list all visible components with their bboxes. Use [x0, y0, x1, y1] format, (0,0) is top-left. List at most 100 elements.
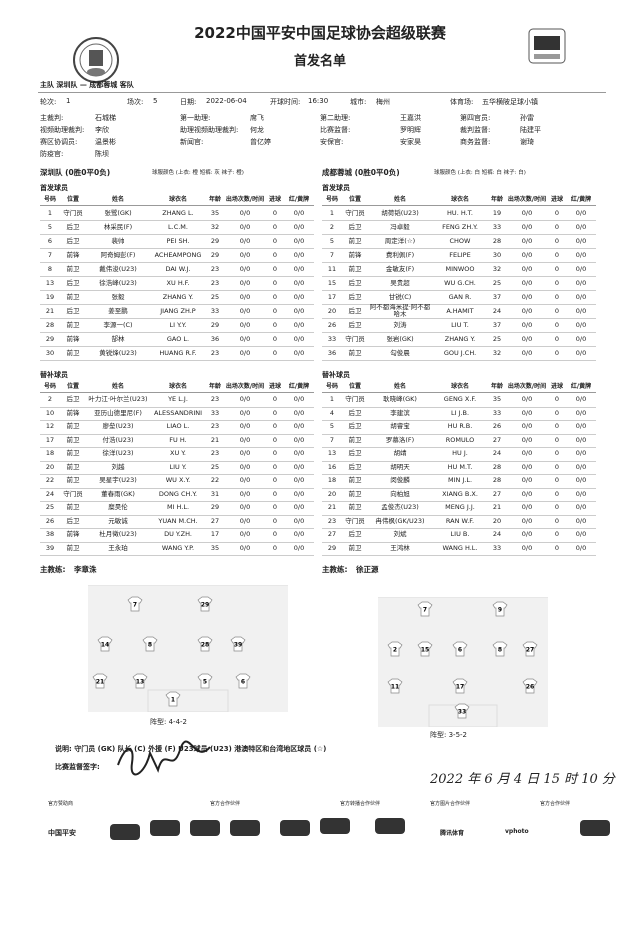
table-cell: 0/0: [575, 348, 587, 357]
table-cell: 后卫: [348, 449, 362, 458]
table-cell: 33: [210, 408, 220, 417]
table-cell: 1: [329, 208, 335, 217]
column-header: 位置: [66, 196, 79, 203]
table-cell: 0/0: [293, 208, 305, 217]
table-cell: 13: [45, 278, 55, 287]
sponsor-label: 官方赞助商: [48, 801, 74, 807]
table-cell: 0/0: [521, 222, 533, 231]
table-cell: 后卫: [66, 278, 80, 287]
table-cell: 27: [492, 489, 502, 498]
table-cell: ZHANG L.: [162, 208, 194, 217]
sponsor-logo: [110, 824, 140, 840]
row-rule: [322, 304, 596, 305]
row-rule: [40, 420, 314, 421]
table-cell: 0: [272, 320, 278, 329]
table-cell: JIANG ZH.P: [160, 306, 196, 315]
table-cell: 徐洋(U23): [102, 449, 134, 458]
table-cell: 30: [492, 250, 502, 259]
column-header: 位置: [348, 383, 361, 390]
player-shirt: 11: [387, 678, 403, 694]
table-cell: 33: [327, 334, 337, 343]
row-rule: [322, 474, 596, 475]
signature-label: 比赛监督签字:: [55, 763, 100, 771]
table-cell: 5: [47, 222, 53, 231]
table-cell: 0/0: [575, 449, 587, 458]
table-cell: 前锋: [66, 334, 80, 343]
column-header: 号码: [43, 383, 56, 390]
table-cell: 0/0: [239, 408, 251, 417]
table-cell: 36: [327, 348, 337, 357]
table-cell: 24: [492, 449, 502, 458]
table-cell: 守门员: [345, 516, 365, 525]
player-shirt: 29: [197, 596, 213, 612]
table-cell: 0/0: [239, 292, 251, 301]
official-label: 第一助理:: [180, 114, 211, 122]
table-cell: 0/0: [239, 208, 251, 217]
player-shirt: 6: [235, 673, 251, 689]
shirt-number: 27: [526, 647, 534, 654]
table-cell: 后卫: [348, 422, 362, 431]
table-cell: 0/0: [575, 320, 587, 329]
table-cell: A.HAMIT: [446, 306, 474, 315]
shirt-number: 14: [101, 642, 109, 649]
row-rule: [322, 276, 596, 277]
official-name: 何龙: [250, 126, 264, 134]
table-cell: 0: [554, 348, 560, 357]
table-cell: 王鸿林: [390, 543, 410, 552]
table-cell: 后卫: [348, 278, 362, 287]
table-cell: 0/0: [293, 236, 305, 245]
table-cell: FU H.: [169, 435, 187, 444]
csl-logo: [73, 37, 119, 83]
table-cell: 0/0: [521, 334, 533, 343]
table-cell: 张毅: [111, 292, 125, 301]
table-cell: 0/0: [239, 503, 251, 512]
table-cell: 0/0: [239, 449, 251, 458]
table-cell: XU Y.: [170, 449, 186, 458]
formation-label: 阵型: 3-5-2: [430, 731, 467, 739]
table-cell: 20: [492, 516, 502, 525]
table-cell: 前卫: [66, 422, 80, 431]
shirt-number: 1: [171, 697, 175, 704]
sponsor-label: 官方转播合作伙伴: [340, 801, 381, 807]
shirt-number: 33: [458, 709, 466, 716]
table-cell: 33: [492, 543, 502, 552]
row-rule: [322, 541, 596, 543]
table-cell: 0: [554, 222, 560, 231]
column-header: 出场次数/时间: [225, 383, 265, 390]
table-cell: 0: [554, 320, 560, 329]
table-cell: 0: [272, 476, 278, 485]
player-shirt: 28: [197, 636, 213, 652]
info-label: 城市:: [350, 98, 367, 106]
table-cell: MIN J.L.: [447, 476, 473, 485]
table-cell: 0/0: [239, 489, 251, 498]
table-cell: WANG H.L.: [442, 543, 478, 552]
section-label: 首发球员: [322, 184, 350, 192]
table-cell: 4: [329, 408, 335, 417]
row-rule: [322, 234, 596, 235]
table-cell: 23: [210, 264, 220, 273]
official-label: 助理视频助理裁判:: [180, 126, 239, 134]
shirt-number: 29: [201, 602, 209, 609]
table-cell: 0/0: [293, 462, 305, 471]
table-cell: 0/0: [521, 422, 533, 431]
table-cell: 33: [492, 222, 502, 231]
info-value: 梅州: [376, 98, 390, 106]
table-cell: 0: [554, 435, 560, 444]
table-cell: MINWOO: [445, 264, 475, 273]
table-cell: 罗慕洛(F): [385, 435, 415, 444]
table-cell: RAN W.F.: [445, 516, 475, 525]
column-header: 姓名: [393, 383, 406, 390]
shirt-number: 17: [456, 684, 464, 691]
table-cell: XU H.F.: [166, 278, 190, 287]
player-shirt: 6: [452, 641, 468, 657]
table-cell: 向柏旭: [390, 489, 410, 498]
table-cell: 吴星宇(U23): [99, 476, 137, 485]
signature-date: 2022 年 6 月 4 日 15 时 10 分: [430, 772, 615, 787]
formation-label: 阵型: 4-4-2: [150, 718, 187, 726]
table-cell: 0: [554, 292, 560, 301]
column-header: 球衣名: [168, 383, 187, 390]
table-cell: 32: [210, 222, 220, 231]
table-cell: 26: [327, 320, 337, 329]
table-cell: 28: [492, 236, 502, 245]
table-cell: 28: [492, 462, 502, 471]
